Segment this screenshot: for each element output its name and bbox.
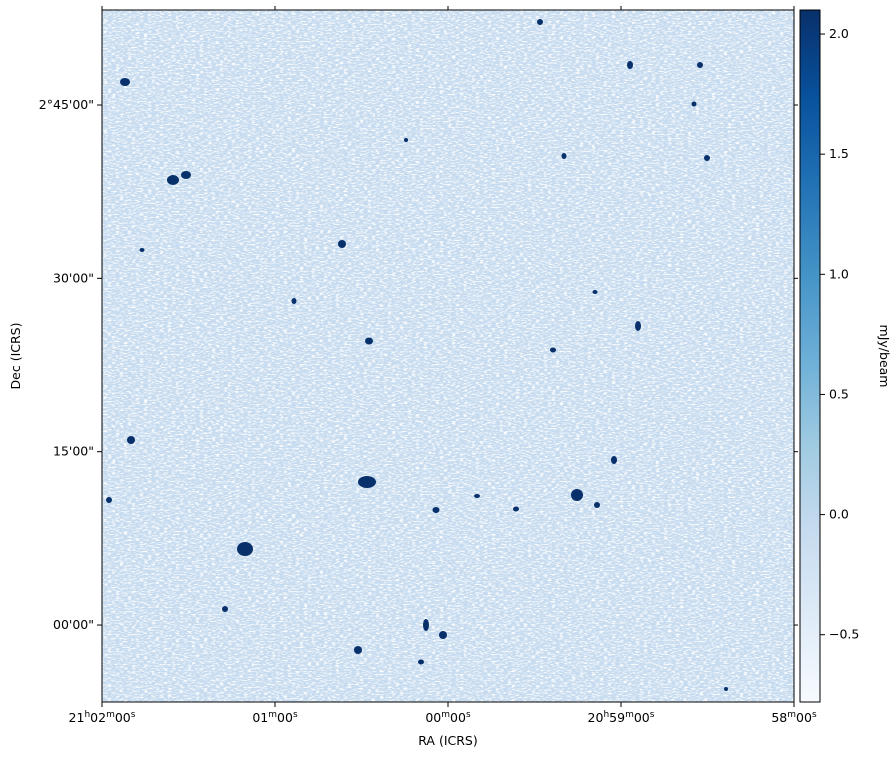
colorbar-tick-label: 2.0 bbox=[829, 26, 849, 41]
colorbar bbox=[799, 9, 821, 703]
x-tick-label: 01m00s bbox=[252, 710, 298, 725]
sources bbox=[106, 19, 728, 691]
x-tick-label: 58m00s bbox=[771, 710, 817, 725]
y-tick-label: 30'00" bbox=[53, 270, 94, 285]
sky-image bbox=[102, 10, 794, 702]
y-tick-label: 00'00" bbox=[53, 617, 94, 632]
colorbar-tick-label: 0.5 bbox=[829, 386, 849, 401]
colorbar-tick-label: 0.0 bbox=[829, 507, 849, 522]
x-tick-label: 20h59m00s bbox=[588, 710, 655, 725]
y-axis-label: Dec (ICRS) bbox=[8, 323, 23, 390]
x-tick-label: 21h02m00s bbox=[69, 710, 136, 725]
x-tick-label: 00m00s bbox=[425, 710, 471, 725]
y-tick-label: 2°45'00" bbox=[39, 97, 94, 112]
y-tick-label: 15'00" bbox=[53, 444, 94, 459]
colorbar-tick-label: −0.5 bbox=[829, 627, 859, 642]
colorbar-tick-label: 1.5 bbox=[829, 146, 849, 161]
x-axis-label: RA (ICRS) bbox=[418, 733, 478, 748]
colorbar-tick-label: 1.0 bbox=[829, 266, 849, 281]
colorbar-label: mJy/beam bbox=[877, 325, 892, 388]
image-noise bbox=[102, 10, 794, 702]
